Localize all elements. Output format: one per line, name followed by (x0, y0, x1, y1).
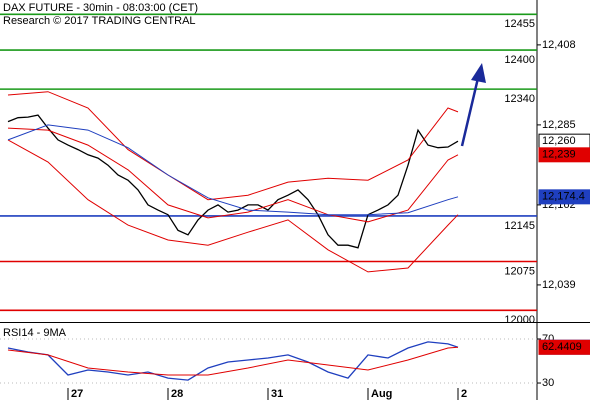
series-line (7, 346, 459, 376)
plot-layer: 12,40812,28512,16212,0391245512400123401… (0, 13, 590, 400)
price-marker-label: 12,174.4 (542, 191, 585, 203)
level-label: 12145 (504, 220, 535, 232)
rsi-title: RSI14 - 9MA (3, 327, 67, 339)
y-tick-label: 12,285 (542, 119, 576, 131)
x-tick-label: 31 (271, 388, 283, 400)
series-line (7, 341, 459, 381)
series-line (7, 91, 459, 201)
series-group (7, 91, 459, 273)
price-marker (538, 147, 590, 163)
level-label: 12400 (504, 54, 535, 66)
series-line (7, 127, 459, 223)
price-marker-label: 62.4409 (542, 341, 582, 353)
series-line (7, 114, 459, 249)
price-marker-label: 12,260 (542, 135, 576, 147)
x-tick-label: 2 (461, 388, 467, 400)
x-tick-label: 27 (71, 388, 83, 400)
price-marker (538, 339, 590, 355)
y-tick-label: 12,039 (542, 279, 576, 291)
level-label: 12075 (504, 265, 535, 277)
series-line (7, 139, 459, 273)
series-group (7, 341, 459, 381)
forecast-arrow (460, 77, 480, 147)
forecast-arrowhead (471, 63, 486, 83)
level-label: 12000 (504, 314, 535, 326)
price-marker-label: 12,239 (542, 149, 576, 161)
level-label: 12455 (504, 18, 535, 30)
y-tick-label: 30 (542, 377, 554, 389)
chart-title: DAX FUTURE - 30min - 08:03:00 (CET) (3, 2, 198, 14)
x-tick-label: 28 (171, 388, 183, 400)
series-line (7, 124, 459, 216)
x-tick-label: Aug (371, 388, 392, 400)
y-tick-label: 12,408 (542, 39, 576, 51)
chart-subtitle: Research © 2017 TRADING CENTRAL (3, 15, 196, 27)
level-label: 12340 (504, 93, 535, 105)
price-marker (538, 189, 590, 205)
